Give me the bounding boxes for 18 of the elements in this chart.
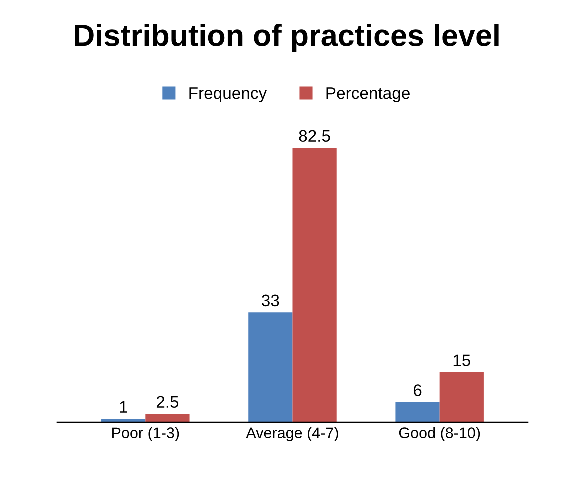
- data-label: 33: [262, 294, 280, 307]
- bar: [292, 148, 337, 422]
- data-label: 2.5: [156, 396, 179, 408]
- x-tick-label: Good (8-10): [399, 427, 480, 442]
- legend-label: Percentage: [326, 88, 410, 103]
- bar: [440, 372, 484, 422]
- legend-label: Frequency: [190, 88, 268, 103]
- x-tick-label: Poor (1-3): [112, 427, 180, 442]
- chart-title: Distribution of practices level: [75, 24, 499, 52]
- data-label: 6: [414, 384, 422, 396]
- data-label: 1: [120, 401, 128, 413]
- x-tick-label: Average (4-7): [246, 427, 338, 442]
- bar: [248, 312, 293, 422]
- bar: [396, 402, 440, 422]
- data-label: 15: [454, 354, 470, 366]
- data-label: 82.5: [299, 130, 330, 142]
- bar: [146, 414, 190, 422]
- bar: [102, 419, 146, 422]
